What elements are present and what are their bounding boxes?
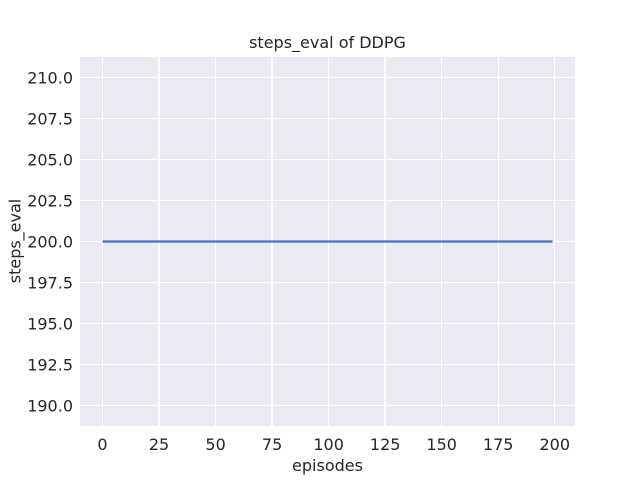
x-tick-label: 150 [426,435,457,454]
x-tick-label: 175 [482,435,514,454]
gridline-horizontal [80,240,575,243]
x-tick-label: 0 [97,435,108,454]
gridline-vertical [497,57,499,426]
gridline-vertical [327,57,330,426]
x-tick-label: 125 [369,435,401,454]
x-tick-label: 25 [148,435,170,454]
x-tick-label: 50 [205,435,226,454]
gridline-vertical [271,57,273,426]
x-tick-label: 100 [313,435,344,454]
plot-area [80,57,575,426]
gridline-vertical [440,57,443,426]
gridline-horizontal [80,404,575,407]
chart-title: steps_eval of DDPG [249,33,406,52]
y-tick-label: 200.0 [27,232,73,251]
gridline-horizontal [80,76,575,79]
gridline-vertical [158,57,160,426]
y-tick-label: 190.0 [27,396,73,415]
gridline-vertical [384,57,386,426]
gridline-horizontal [80,158,575,161]
gridline-horizontal [80,322,575,325]
x-tick-label: 75 [261,435,283,454]
gridline-horizontal [80,199,575,202]
y-tick-label: 202.5 [27,191,73,210]
y-tick-label: 210.0 [27,68,73,87]
gridline-vertical [214,57,217,426]
y-tick-label: 205.0 [27,150,73,169]
gridline-horizontal [80,281,575,284]
x-axis-label: episodes [292,456,363,475]
y-tick-label: 207.5 [27,109,73,128]
x-tick-label: 200 [539,435,571,454]
gridline-horizontal [80,363,575,366]
gridline-vertical [554,57,556,426]
gridline-vertical [101,57,104,426]
y-tick-label: 195.0 [27,314,73,333]
y-tick-label: 197.5 [27,273,73,292]
gridline-horizontal [80,117,575,120]
y-tick-label: 192.5 [27,355,73,374]
